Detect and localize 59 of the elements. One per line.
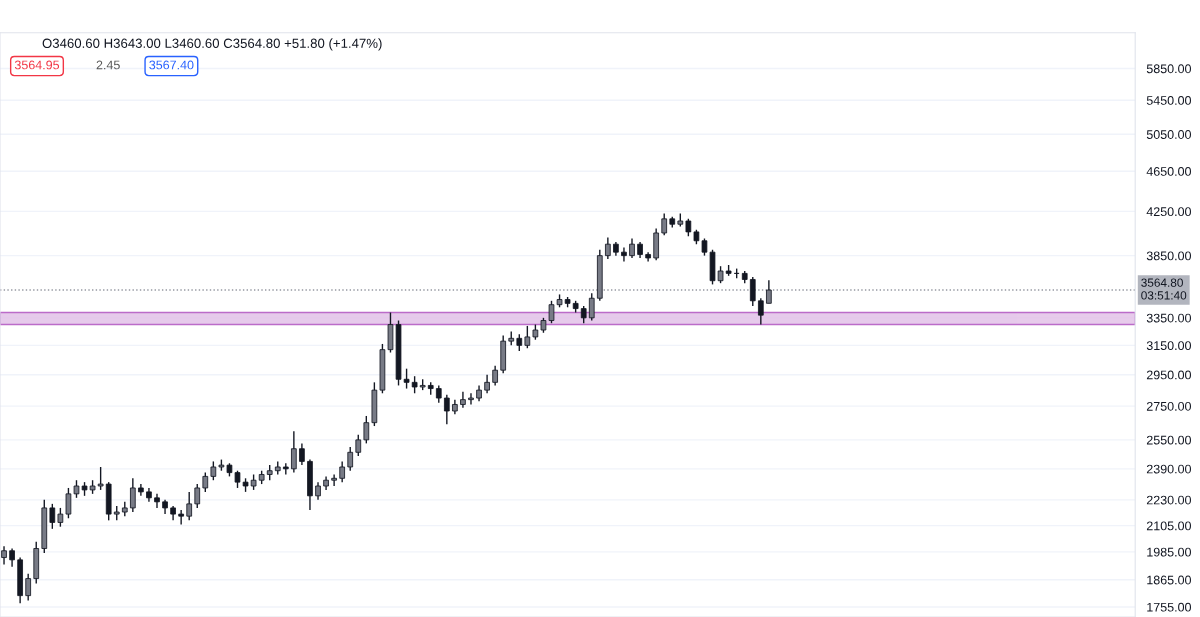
y-tick-label: 3850.00	[1146, 251, 1192, 261]
candlestick	[97, 466, 104, 491]
y-tick-label: 1755.00	[1147, 602, 1192, 612]
candlestick	[186, 491, 193, 522]
candlestick	[403, 367, 410, 390]
candlestick	[202, 471, 209, 493]
candlestick	[484, 374, 490, 394]
y-tick-label: 3350.00	[1146, 313, 1192, 323]
annotation: 3567.40	[149, 60, 194, 70]
annotation: 3564.95	[14, 60, 60, 70]
candlestick	[57, 507, 64, 528]
candlestick	[629, 237, 635, 259]
candlestick	[9, 547, 15, 568]
candlestick	[299, 442, 305, 466]
y-tick-label: 1985.00	[1147, 547, 1192, 557]
y-tick-label: 2390.00	[1146, 464, 1192, 474]
candlestick	[282, 462, 289, 476]
candlestick	[363, 415, 370, 445]
candlestick	[749, 276, 756, 307]
candlestick	[588, 292, 595, 322]
candlestick	[194, 483, 201, 509]
y-tick-label: 2750.00	[1146, 401, 1192, 411]
candlestick	[492, 365, 498, 387]
candlestick	[524, 325, 531, 349]
candlestick	[331, 473, 337, 487]
candlestick	[154, 493, 160, 509]
candlestick	[25, 573, 32, 602]
y-tick-label: 4650.00	[1146, 167, 1192, 176]
candlestick	[291, 430, 297, 474]
candlestick	[1, 545, 7, 566]
candlestick	[339, 460, 346, 483]
y-tick-label: 2105.00	[1146, 521, 1192, 531]
y-tick-label: 5450.00	[1146, 96, 1192, 105]
y-tick-label: 1865.00	[1147, 575, 1192, 585]
y-tick-label: 3150.00	[1146, 341, 1192, 351]
candlestick	[468, 392, 474, 406]
candlestick	[347, 446, 354, 472]
candlestick	[605, 236, 611, 260]
y-tick-label: 4250.00	[1146, 207, 1192, 217]
candlestick	[444, 394, 450, 426]
y-tick-label: 5050.00	[1146, 130, 1192, 139]
annotation: 2.45	[96, 60, 120, 70]
candlestick	[49, 503, 56, 530]
candlestick	[621, 246, 627, 263]
candlestick	[210, 460, 217, 481]
candlestick	[178, 509, 184, 526]
candlestick	[766, 279, 772, 305]
ref-line-label: 3564.80 03:51:40	[1141, 278, 1187, 300]
y-tick-label: 2230.00	[1146, 495, 1192, 505]
candlestick	[661, 212, 668, 236]
candlestick	[355, 433, 362, 457]
y-tick-label: 2550.00	[1146, 435, 1192, 445]
candlestick	[130, 477, 136, 513]
candlestick	[65, 487, 72, 519]
y-tick-label: 5850.00	[1146, 64, 1192, 74]
annotation: O3460.60 H3643.00 L3460.60 C3564.80 +51.80 (+1.47%)	[42, 38, 382, 51]
y-tick-label: 2950.00	[1146, 370, 1192, 380]
candlestick	[460, 391, 466, 409]
candlestick	[757, 297, 764, 326]
